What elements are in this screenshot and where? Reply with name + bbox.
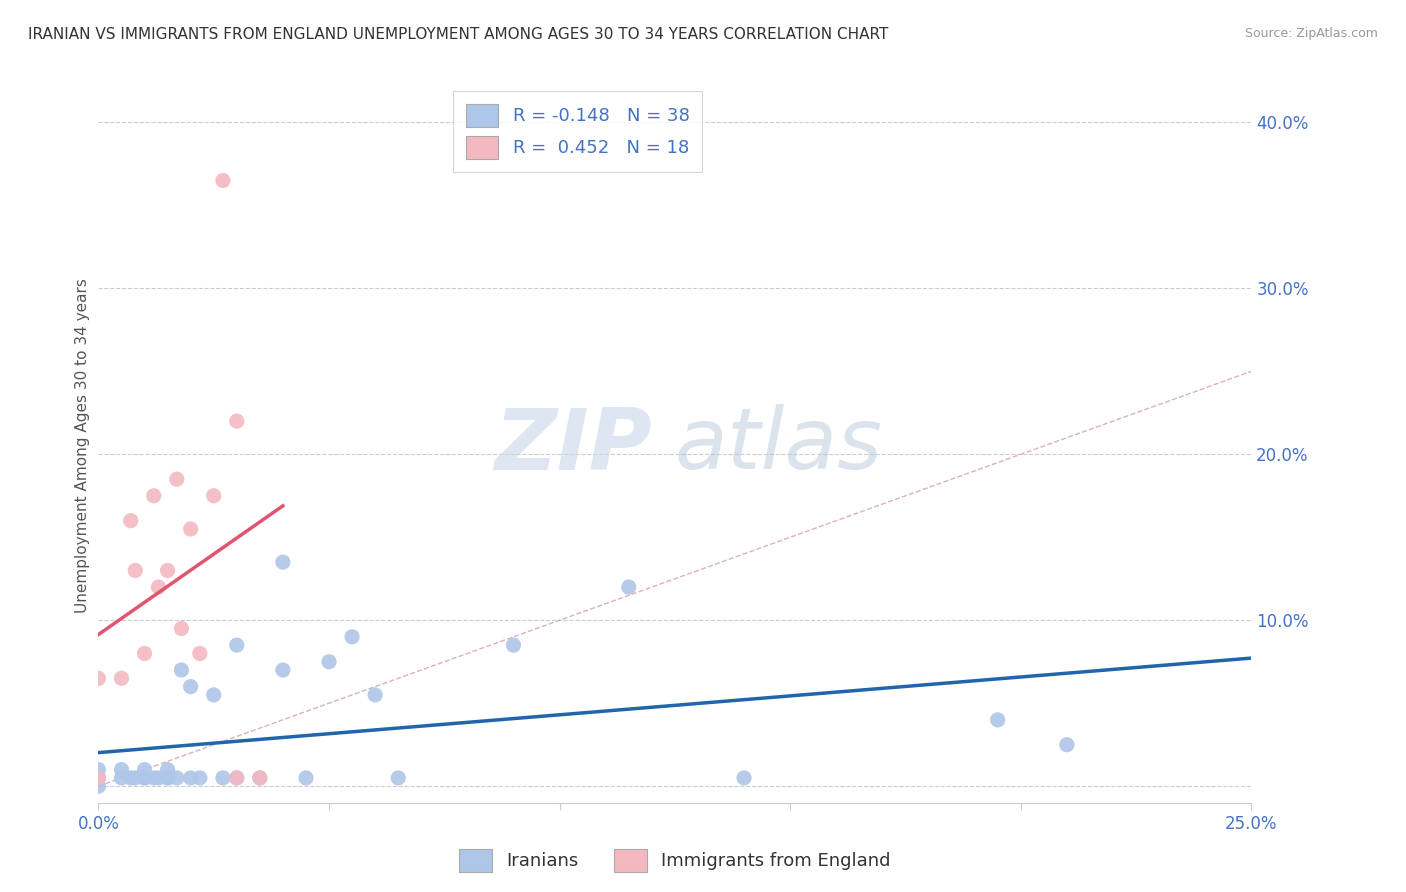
Point <box>225 771 247 785</box>
Point <box>148 580 170 594</box>
Point <box>87 779 110 793</box>
Point <box>340 630 363 644</box>
Point <box>87 771 110 785</box>
Point <box>733 771 755 785</box>
Point <box>110 671 132 685</box>
Point <box>987 713 1010 727</box>
Point <box>170 663 193 677</box>
Point <box>225 414 247 428</box>
Point <box>110 763 132 777</box>
Text: ZIP: ZIP <box>494 404 652 488</box>
Point <box>180 680 202 694</box>
Y-axis label: Unemployment Among Ages 30 to 34 years: Unemployment Among Ages 30 to 34 years <box>75 278 90 614</box>
Point <box>166 472 188 486</box>
Point <box>387 771 409 785</box>
Point <box>249 771 271 785</box>
Point <box>110 771 132 785</box>
Point <box>225 771 247 785</box>
Point <box>295 771 318 785</box>
Text: IRANIAN VS IMMIGRANTS FROM ENGLAND UNEMPLOYMENT AMONG AGES 30 TO 34 YEARS CORREL: IRANIAN VS IMMIGRANTS FROM ENGLAND UNEMP… <box>28 27 889 42</box>
Point <box>180 771 202 785</box>
Point <box>87 771 110 785</box>
Point <box>156 771 179 785</box>
Point <box>148 771 170 785</box>
Point <box>134 771 156 785</box>
Point <box>318 655 340 669</box>
Point <box>1056 738 1078 752</box>
Point <box>249 771 271 785</box>
Point <box>212 771 235 785</box>
Point <box>120 514 142 528</box>
Point <box>120 771 142 785</box>
Point <box>188 771 211 785</box>
Point <box>156 771 179 785</box>
Point <box>202 688 225 702</box>
Point <box>142 489 165 503</box>
Point <box>87 771 110 785</box>
Point <box>134 763 156 777</box>
Point <box>142 771 165 785</box>
Point <box>502 638 524 652</box>
Point <box>202 489 225 503</box>
Point <box>180 522 202 536</box>
Point <box>124 564 146 578</box>
Point <box>364 688 387 702</box>
Text: Source: ZipAtlas.com: Source: ZipAtlas.com <box>1244 27 1378 40</box>
Point <box>212 173 235 187</box>
Point <box>225 638 247 652</box>
Point <box>134 647 156 661</box>
Point <box>124 771 146 785</box>
Point <box>166 771 188 785</box>
Point <box>188 647 211 661</box>
Legend: Iranians, Immigrants from England: Iranians, Immigrants from England <box>451 842 898 880</box>
Point <box>87 763 110 777</box>
Text: atlas: atlas <box>675 404 883 488</box>
Point <box>87 671 110 685</box>
Point <box>617 580 640 594</box>
Point <box>170 622 193 636</box>
Point <box>271 663 294 677</box>
Point <box>156 564 179 578</box>
Point <box>156 763 179 777</box>
Point <box>134 771 156 785</box>
Point <box>271 555 294 569</box>
